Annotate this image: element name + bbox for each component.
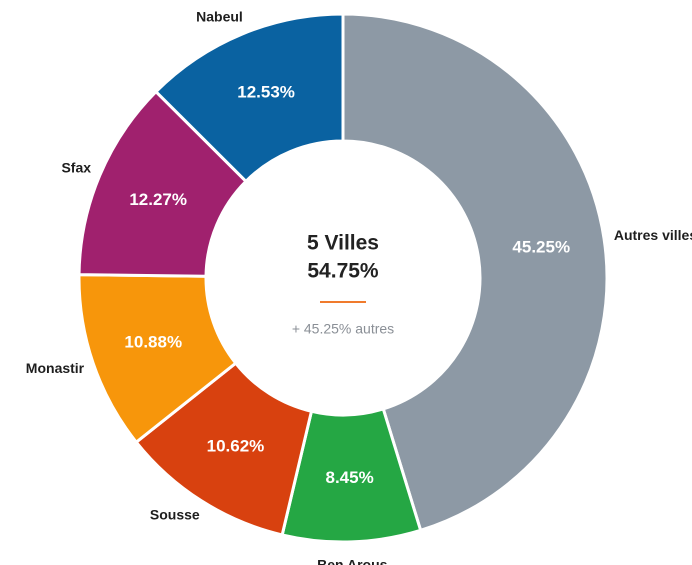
donut-segment <box>153 12 345 184</box>
category-label: Ben Arous <box>317 557 387 565</box>
donut-segment <box>341 12 609 533</box>
value-label: 12.53% <box>237 82 295 101</box>
value-label: 8.45% <box>326 468 374 487</box>
center-value: 54.75% <box>307 260 379 283</box>
value-label: 10.62% <box>207 437 265 456</box>
category-label: Sousse <box>150 507 200 523</box>
value-label: 45.25% <box>512 238 570 257</box>
category-label: Autres villes <box>614 227 692 243</box>
value-label: 12.27% <box>129 190 187 209</box>
donut-segment <box>77 89 249 278</box>
center-title: 5 Villes <box>307 232 379 255</box>
category-label: Monastir <box>26 360 85 376</box>
center-note: + 45.25% autres <box>292 321 394 337</box>
category-label: Sfax <box>61 159 91 175</box>
value-label: 10.88% <box>124 332 182 351</box>
category-label: Nabeul <box>196 8 243 24</box>
